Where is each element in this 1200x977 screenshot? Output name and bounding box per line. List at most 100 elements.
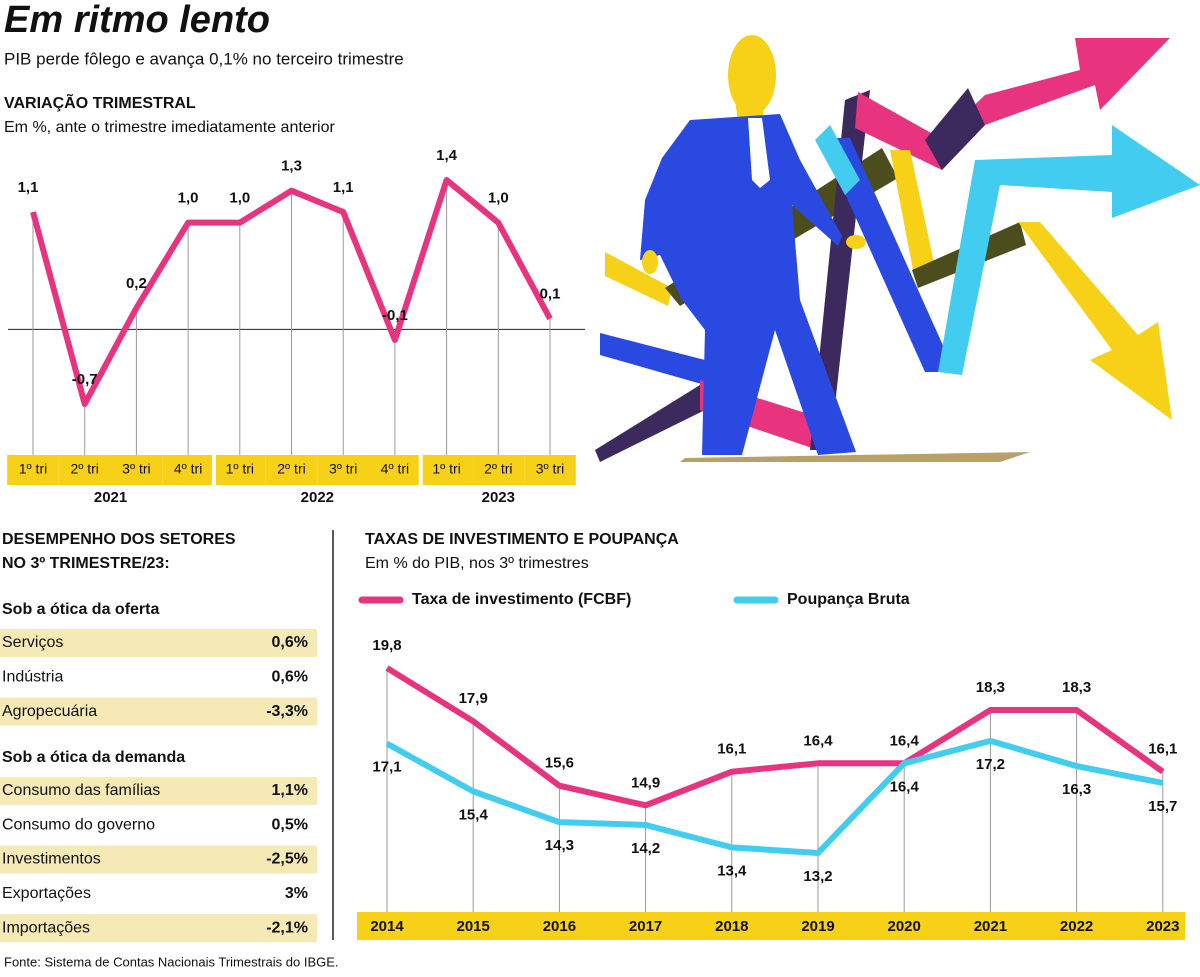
group-label: 2021: [94, 489, 127, 506]
data-label: 1,4: [436, 147, 458, 164]
row-value: -2,1%: [266, 919, 308, 936]
row-label: Agropecuária: [2, 703, 97, 720]
data-label: 16,4: [890, 732, 920, 749]
x-tick-label: 2020: [888, 918, 921, 935]
chart-title: VARIAÇÃO TRIMESTRAL: [4, 92, 196, 112]
illustration: [595, 35, 1200, 462]
data-label: 0,1: [540, 286, 561, 303]
line: [30, 177, 553, 407]
row-label: Serviços: [2, 634, 63, 651]
arrow: [820, 138, 945, 372]
line: [385, 737, 1164, 856]
category-band: [472, 455, 525, 485]
data-label: -0,7: [72, 371, 98, 388]
x-tick-label: 2019: [801, 918, 834, 935]
row-value: 0,5%: [272, 816, 308, 833]
x-tick-label: 2018: [715, 918, 748, 935]
x-tick-label: 2017: [629, 918, 662, 935]
ribbon: [605, 252, 672, 306]
chart-subtitle: Em %, ante o trimestre imediatamente ant…: [4, 119, 335, 136]
data-label: 18,3: [1062, 679, 1091, 696]
table-title: DESEMPENHO DOS SETORES: [2, 531, 236, 548]
data-label: 1,1: [333, 179, 354, 196]
data-label: 15,7: [1148, 798, 1177, 815]
category-band: [110, 455, 163, 485]
category-band: [7, 455, 59, 485]
man: [640, 114, 856, 455]
ribbon: [925, 88, 985, 170]
x-tick-label: 1º tri: [226, 461, 254, 477]
data-label: 1,0: [488, 190, 509, 207]
data-label: 16,1: [1148, 741, 1177, 758]
row-shade: [0, 776, 317, 805]
chart-title: TAXAS DE INVESTIMENTO E POUPANÇA: [365, 531, 679, 548]
arrow: [938, 125, 1200, 375]
data-label: 1,1: [18, 179, 39, 196]
row-value: 1,1%: [272, 782, 308, 799]
data-label: 18,3: [976, 679, 1005, 696]
x-tick-label: 2º tri: [277, 461, 305, 477]
data-label: 17,2: [976, 756, 1005, 773]
x-tick-label: 2016: [543, 918, 576, 935]
group-label: 2022: [301, 489, 334, 506]
row-shade: [0, 914, 317, 943]
category-band: [357, 912, 1185, 940]
data-label: 16,1: [717, 741, 746, 758]
ribbon: [600, 333, 705, 385]
data-label: 16,4: [803, 732, 833, 749]
category-band: [422, 455, 473, 485]
row-shade: [0, 629, 317, 657]
row-label: Exportações: [2, 885, 91, 902]
ribbon: [595, 385, 705, 462]
row-label: Indústria: [2, 669, 63, 686]
category-band: [524, 455, 576, 485]
data-label: -0,1: [382, 307, 408, 324]
row-label: Consumo do governo: [2, 816, 155, 833]
arrow: [1018, 222, 1172, 420]
ribbon: [890, 150, 935, 280]
x-tick-label: 3º tri: [536, 461, 564, 477]
row-value: 0,6%: [272, 634, 308, 651]
section-heading: Sob a ótica da oferta: [2, 601, 159, 618]
head: [728, 35, 776, 115]
hand: [642, 250, 658, 274]
table-title: NO 3º TRIMESTRE/23:: [2, 555, 170, 572]
category-band: [317, 455, 370, 485]
legend-label: Poupança Bruta: [787, 591, 910, 608]
x-tick-label: 4º tri: [381, 461, 409, 477]
x-tick-label: 3º tri: [122, 461, 150, 477]
data-label: 13,2: [803, 868, 832, 885]
category-band: [265, 455, 318, 485]
tie: [748, 118, 770, 188]
row-label: Investimentos: [2, 851, 101, 868]
row-label: Importações: [2, 919, 90, 936]
data-label: 1,0: [229, 190, 250, 207]
ribbon: [815, 125, 860, 195]
x-tick-label: 2023: [1146, 918, 1179, 935]
data-label: 16,4: [890, 778, 920, 795]
category-band: [215, 455, 266, 485]
x-tick-label: 2014: [370, 918, 404, 935]
row-value: -3,3%: [266, 703, 308, 720]
data-label: 17,9: [459, 690, 488, 707]
row-shade: [0, 697, 317, 726]
data-label: 19,8: [372, 637, 401, 654]
category-band: [58, 455, 111, 485]
data-label: 1,3: [281, 158, 302, 175]
row-label: Consumo das famílias: [2, 782, 160, 799]
data-label: 1,0: [178, 190, 199, 207]
x-tick-label: 2º tri: [70, 461, 98, 477]
page-title: Em ritmo lento: [4, 0, 270, 41]
row-shade: [0, 845, 317, 874]
data-label: 16,3: [1062, 781, 1091, 798]
data-label: 14,3: [545, 837, 574, 854]
x-tick-label: 4º tri: [174, 461, 202, 477]
row-value: 0,6%: [272, 669, 308, 686]
category-band: [162, 455, 212, 485]
x-tick-label: 2015: [457, 918, 490, 935]
x-tick-label: 2º tri: [484, 461, 512, 477]
x-tick-label: 1º tri: [432, 461, 460, 477]
section-heading: Sob a ótica da demanda: [2, 749, 185, 766]
row-value: 3%: [285, 885, 308, 902]
